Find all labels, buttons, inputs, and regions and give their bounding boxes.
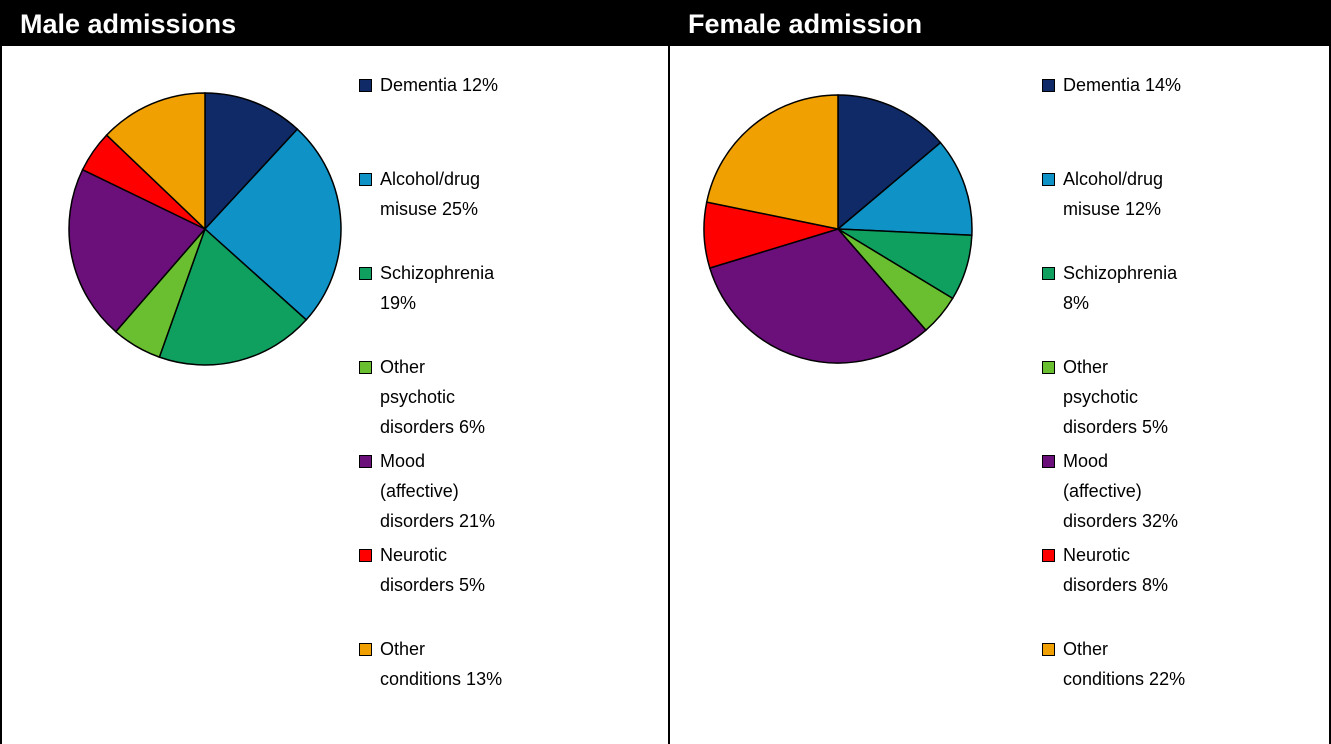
chart-panel: Male admissions Dementia 12% Alcohol/drug … (2, 2, 668, 744)
legend-swatch (359, 79, 372, 92)
legend-swatch (359, 643, 372, 656)
pie (703, 94, 973, 364)
chart-title: Female admission (670, 2, 1331, 46)
legend-swatch (1042, 549, 1055, 562)
pie-slice (203, 128, 342, 321)
legend-label: Alcohol/drug misuse 25% (380, 169, 481, 219)
legend-swatch (359, 455, 372, 468)
legend-label: Schizophrenia 19% (380, 263, 495, 313)
legend-swatch (1042, 643, 1055, 656)
legend-swatch (359, 267, 372, 280)
pie-slice (708, 228, 927, 364)
legend-label: Schizophrenia 8% (1063, 263, 1178, 313)
legend-swatch (1042, 267, 1055, 280)
legend-swatch (359, 173, 372, 186)
pie-slice (837, 94, 942, 231)
legend-label: Other psychotic disorders 6% (380, 357, 486, 437)
legend-label: Mood (affective) disorders 21% (380, 451, 496, 531)
legend-swatch (359, 361, 372, 374)
legend-swatch (359, 549, 372, 562)
pie-slice (204, 92, 299, 231)
legend-swatch (1042, 173, 1055, 186)
chart-title: Male admissions (2, 2, 668, 46)
legend-swatch (1042, 455, 1055, 468)
legend-swatch (1042, 79, 1055, 92)
legend-label: Neurotic disorders 8% (1063, 545, 1169, 595)
legend-label: Mood (affective) disorders 32% (1063, 451, 1179, 531)
pie (68, 92, 342, 366)
legend-label: Other conditions 22% (1063, 639, 1186, 689)
legend-label: Dementia 14% (1063, 75, 1182, 95)
legend-label: Alcohol/drug misuse 12% (1063, 169, 1164, 219)
legend-label: Other conditions 13% (380, 639, 503, 689)
pie-slice (105, 92, 206, 231)
chart-panel: Female admission Dementia 14% Alcohol/drug… (668, 2, 1331, 744)
pie-slice (836, 141, 973, 237)
pie-slice (68, 168, 207, 333)
pie-slice (705, 94, 839, 230)
legend-swatch (1042, 361, 1055, 374)
legend-label: Neurotic disorders 5% (380, 545, 486, 595)
legend-label: Other psychotic disorders 5% (1063, 357, 1169, 437)
pie-slice (158, 227, 308, 366)
legend-label: Dementia 12% (380, 75, 499, 95)
